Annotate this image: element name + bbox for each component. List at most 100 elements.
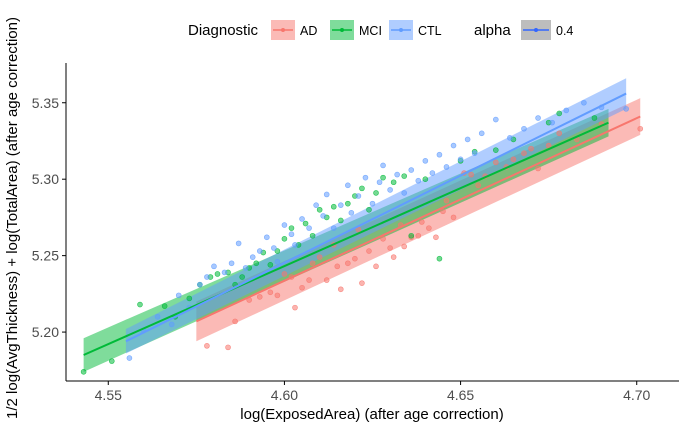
point-ad-13 — [316, 254, 323, 260]
x-tick-label-3: 4.70 — [623, 387, 650, 403]
point-mci-31 — [380, 174, 386, 181]
point-ad-1 — [225, 344, 231, 351]
point-ctl-42 — [436, 151, 443, 158]
legend-label-ctl: CTL — [418, 24, 442, 38]
point-ad-12 — [309, 260, 316, 267]
x-tick-label-1: 4.60 — [271, 387, 298, 403]
y-tick-label-3: 5.35 — [32, 95, 59, 111]
legend-key-point-ad — [281, 28, 285, 32]
point-ctl-41 — [429, 170, 436, 176]
fit-line-ctl — [125, 92, 627, 343]
point-ad-23 — [373, 263, 379, 270]
point-ctl-17 — [274, 258, 281, 265]
fit-line-ad — [195, 115, 641, 323]
point-ctl-14 — [256, 248, 263, 254]
point-ad-9 — [292, 304, 298, 311]
point-ctl-57 — [623, 106, 629, 112]
legend-label-mci: MCI — [359, 24, 382, 38]
point-ad-31 — [419, 219, 425, 225]
legend: Diagnostic AD MCI CTL alpha 0.4 — [188, 20, 573, 40]
point-ctl-29 — [348, 210, 355, 216]
point-ctl-8 — [211, 263, 217, 270]
point-ad-6 — [274, 292, 281, 299]
x-axis-title: log(ExposedArea) (after age correction) — [240, 406, 503, 423]
point-ad-22 — [366, 248, 372, 254]
point-ad-38 — [468, 171, 474, 178]
point-ctl-46 — [464, 136, 471, 143]
point-ad-51 — [637, 125, 644, 132]
point-ctl-11 — [235, 240, 242, 247]
point-ctl-47 — [471, 150, 478, 157]
point-ad-45 — [528, 145, 534, 152]
point-mci-0 — [80, 369, 87, 375]
point-ad-5 — [267, 289, 274, 296]
point-mci-29 — [366, 206, 372, 213]
point-ad-19 — [352, 255, 358, 262]
point-ad-2 — [232, 318, 238, 325]
y-tick-label-1: 5.25 — [32, 248, 59, 264]
point-ad-32 — [426, 225, 432, 231]
point-mci-32 — [390, 179, 397, 186]
point-ctl-6 — [197, 281, 203, 288]
point-ad-46 — [535, 165, 541, 172]
point-mci-16 — [274, 248, 281, 254]
point-mci-28 — [359, 185, 365, 192]
point-mci-3 — [161, 303, 168, 309]
point-ctl-52 — [535, 115, 541, 121]
point-ctl-3 — [168, 321, 175, 328]
point-ctl-9 — [221, 269, 228, 276]
point-ctl-35 — [387, 187, 393, 193]
point-ctl-25 — [323, 191, 330, 198]
point-mci-35 — [422, 176, 429, 182]
point-ad-36 — [450, 214, 457, 221]
fit-lines — [83, 92, 641, 356]
x-axis-ticks: 4.55 4.60 4.65 4.70 — [95, 381, 651, 403]
point-mci-34 — [408, 232, 415, 239]
point-ctl-23 — [313, 202, 319, 208]
point-mci-25 — [337, 217, 344, 224]
point-mci-21 — [309, 232, 316, 239]
data-points — [80, 99, 644, 375]
point-mci-8 — [214, 271, 221, 277]
fit-line-mci — [83, 121, 609, 356]
point-ad-7 — [281, 271, 288, 277]
point-mci-1 — [108, 358, 115, 364]
point-mci-2 — [137, 301, 143, 308]
point-ctl-12 — [242, 265, 249, 271]
point-ctl-0 — [126, 355, 133, 361]
legend-label-ad: AD — [300, 24, 317, 38]
point-ctl-34 — [380, 162, 386, 169]
legend-key-point-mci — [340, 28, 344, 32]
point-ctl-40 — [422, 158, 429, 164]
point-mci-20 — [302, 220, 309, 227]
point-ctl-27 — [337, 202, 344, 208]
point-mci-39 — [493, 147, 499, 153]
point-ad-11 — [306, 277, 312, 283]
point-ad-26 — [390, 254, 397, 260]
y-tick-label-0: 5.20 — [32, 324, 59, 340]
point-mci-26 — [345, 200, 351, 207]
point-ctl-16 — [271, 245, 277, 251]
y-axis-title: 1/2 log(AvgThickness) + log(TotalArea) (… — [4, 17, 21, 419]
point-mci-30 — [373, 190, 379, 196]
point-ctl-48 — [478, 130, 485, 137]
point-ctl-31 — [362, 174, 369, 181]
point-ctl-4 — [175, 292, 182, 299]
point-ad-25 — [387, 245, 393, 251]
point-ad-39 — [475, 182, 481, 189]
x-tick-label-2: 4.65 — [447, 387, 474, 403]
point-mci-43 — [591, 115, 598, 121]
point-ctl-55 — [581, 99, 587, 106]
point-ctl-45 — [457, 156, 464, 163]
point-ad-28 — [401, 243, 408, 250]
point-mci-33 — [401, 173, 408, 179]
point-mci-5 — [186, 295, 193, 302]
point-ctl-22 — [306, 225, 312, 231]
point-ad-14 — [323, 277, 330, 283]
point-mci-17 — [281, 236, 288, 242]
point-ctl-54 — [563, 107, 570, 114]
point-ad-21 — [359, 280, 365, 286]
point-ctl-24 — [320, 213, 326, 219]
point-ctl-49 — [493, 116, 499, 123]
